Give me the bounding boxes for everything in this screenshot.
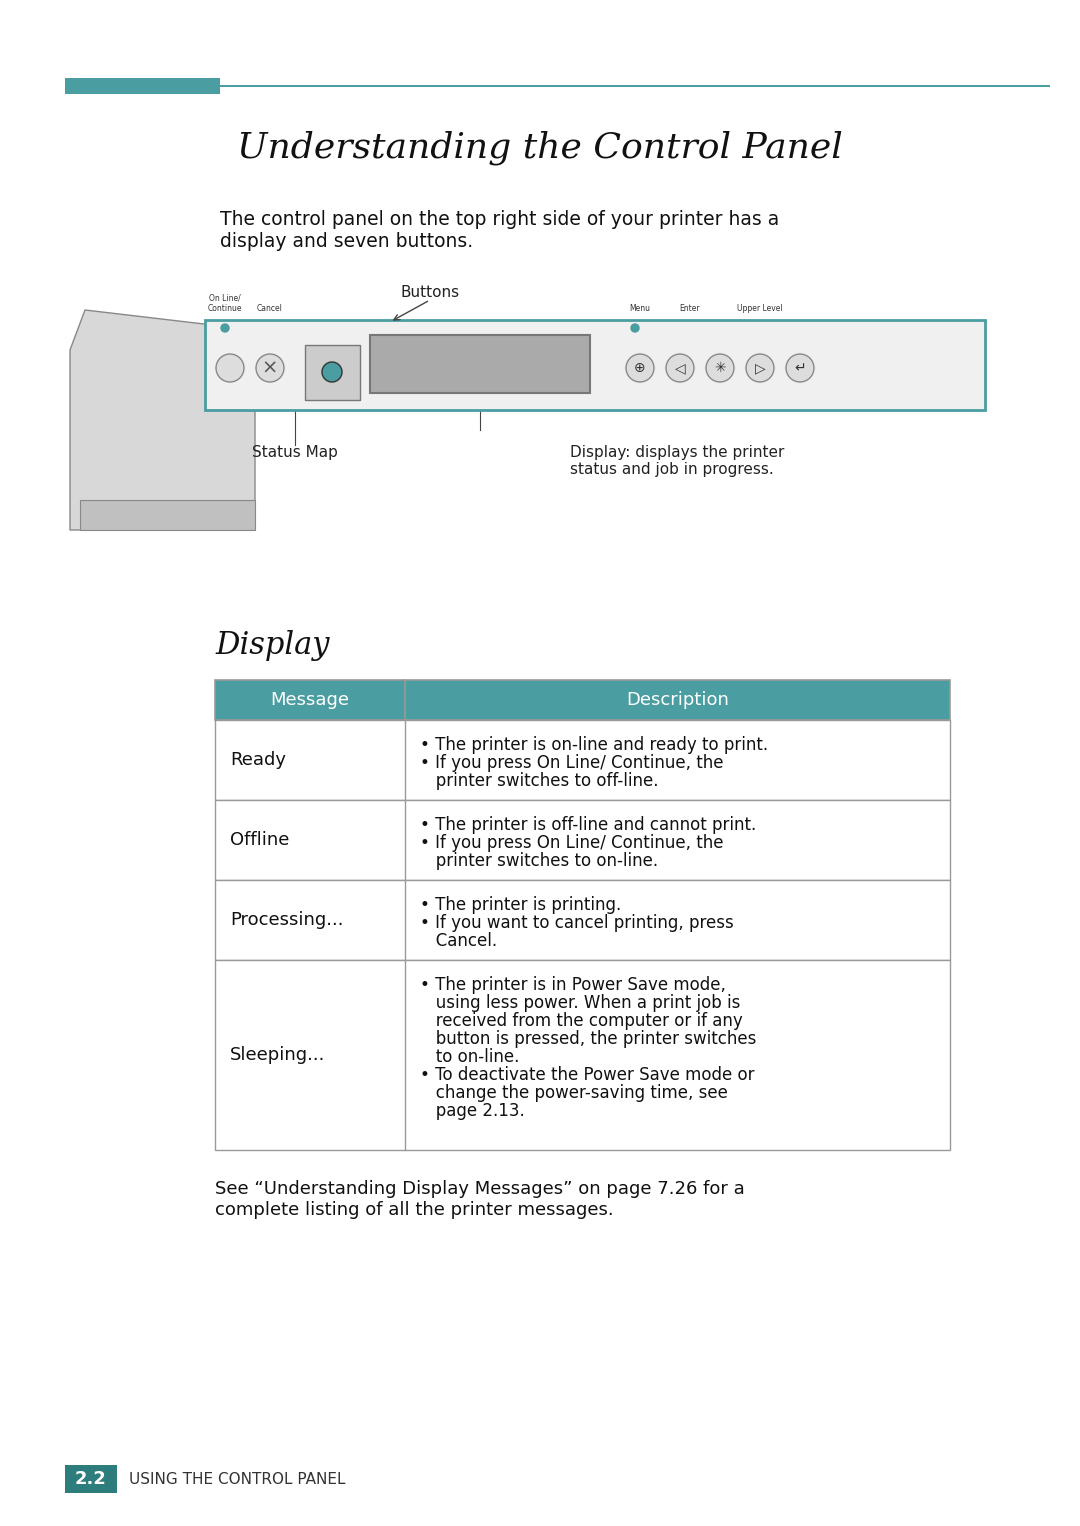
Bar	[215, 720, 950, 800]
Circle shape	[256, 354, 284, 382]
Circle shape	[631, 324, 639, 333]
Text: received from the computer or if any: received from the computer or if any	[420, 1012, 743, 1030]
Circle shape	[626, 354, 654, 382]
Text: • The printer is in Power Save mode,: • The printer is in Power Save mode,	[420, 977, 726, 993]
Text: Buttons: Buttons	[401, 285, 460, 301]
Text: • If you press On Line/ Continue, the: • If you press On Line/ Continue, the	[420, 835, 724, 852]
Text: Cancel: Cancel	[257, 304, 283, 313]
Circle shape	[216, 354, 244, 382]
Bar	[215, 960, 950, 1151]
Text: printer switches to on-line.: printer switches to on-line.	[420, 852, 658, 870]
Text: • The printer is printing.: • The printer is printing.	[420, 896, 621, 914]
Text: 2.2: 2.2	[76, 1470, 107, 1488]
Circle shape	[706, 354, 734, 382]
Text: Status Map: Status Map	[252, 446, 338, 459]
Text: Description: Description	[626, 691, 729, 710]
Bar	[215, 681, 950, 720]
Circle shape	[221, 324, 229, 333]
Text: ×: ×	[261, 359, 279, 377]
Text: The control panel on the top right side of your printer has a
display and seven : The control panel on the top right side …	[220, 211, 780, 250]
Polygon shape	[80, 501, 255, 530]
Text: Sleeping...: Sleeping...	[230, 1045, 325, 1064]
Text: ▷: ▷	[755, 362, 766, 375]
Circle shape	[322, 362, 342, 382]
Text: Menu: Menu	[630, 304, 650, 313]
Bar	[205, 320, 985, 410]
Text: Message: Message	[270, 691, 350, 710]
Text: ⊕: ⊕	[634, 362, 646, 375]
Text: ◁: ◁	[675, 362, 686, 375]
Text: Ready: Ready	[230, 751, 286, 769]
Text: USING THE CONTROL PANEL: USING THE CONTROL PANEL	[129, 1471, 346, 1486]
Text: page 2.13.: page 2.13.	[420, 1102, 525, 1120]
Bar	[65, 78, 220, 95]
Text: • The printer is on-line and ready to print.: • The printer is on-line and ready to pr…	[420, 736, 768, 754]
Text: ↵: ↵	[794, 362, 806, 375]
Text: • If you press On Line/ Continue, the: • If you press On Line/ Continue, the	[420, 754, 724, 772]
Circle shape	[666, 354, 694, 382]
Text: printer switches to off-line.: printer switches to off-line.	[420, 772, 659, 790]
Text: • The printer is off-line and cannot print.: • The printer is off-line and cannot pri…	[420, 816, 756, 835]
Text: Offline: Offline	[230, 832, 289, 848]
Bar	[220, 85, 1050, 87]
Circle shape	[746, 354, 774, 382]
Text: ✳: ✳	[714, 362, 726, 375]
Text: button is pressed, the printer switches: button is pressed, the printer switches	[420, 1030, 756, 1048]
Polygon shape	[70, 310, 255, 530]
Bar	[215, 800, 950, 881]
Circle shape	[786, 354, 814, 382]
Bar	[370, 336, 590, 394]
Bar	[215, 681, 950, 720]
Text: • If you want to cancel printing, press: • If you want to cancel printing, press	[420, 914, 733, 932]
Text: to on-line.: to on-line.	[420, 1048, 519, 1067]
Text: On Line/
Continue: On Line/ Continue	[207, 293, 242, 313]
Bar	[215, 881, 950, 960]
Text: Processing...: Processing...	[230, 911, 343, 929]
Text: change the power-saving time, see: change the power-saving time, see	[420, 1083, 728, 1102]
Text: Upper Level: Upper Level	[738, 304, 783, 313]
Text: Display: displays the printer
status and job in progress.: Display: displays the printer status and…	[570, 446, 784, 478]
Text: See “Understanding Display Messages” on page 7.26 for a
complete listing of all : See “Understanding Display Messages” on …	[215, 1180, 745, 1219]
Bar	[65, 1465, 117, 1492]
Text: Cancel.: Cancel.	[420, 932, 497, 951]
Text: using less power. When a print job is: using less power. When a print job is	[420, 993, 741, 1012]
Text: Enter: Enter	[679, 304, 700, 313]
Text: • To deactivate the Power Save mode or: • To deactivate the Power Save mode or	[420, 1067, 755, 1083]
Text: Display: Display	[215, 630, 329, 661]
Text: Understanding the Control Panel: Understanding the Control Panel	[238, 130, 842, 165]
Bar	[305, 345, 360, 400]
